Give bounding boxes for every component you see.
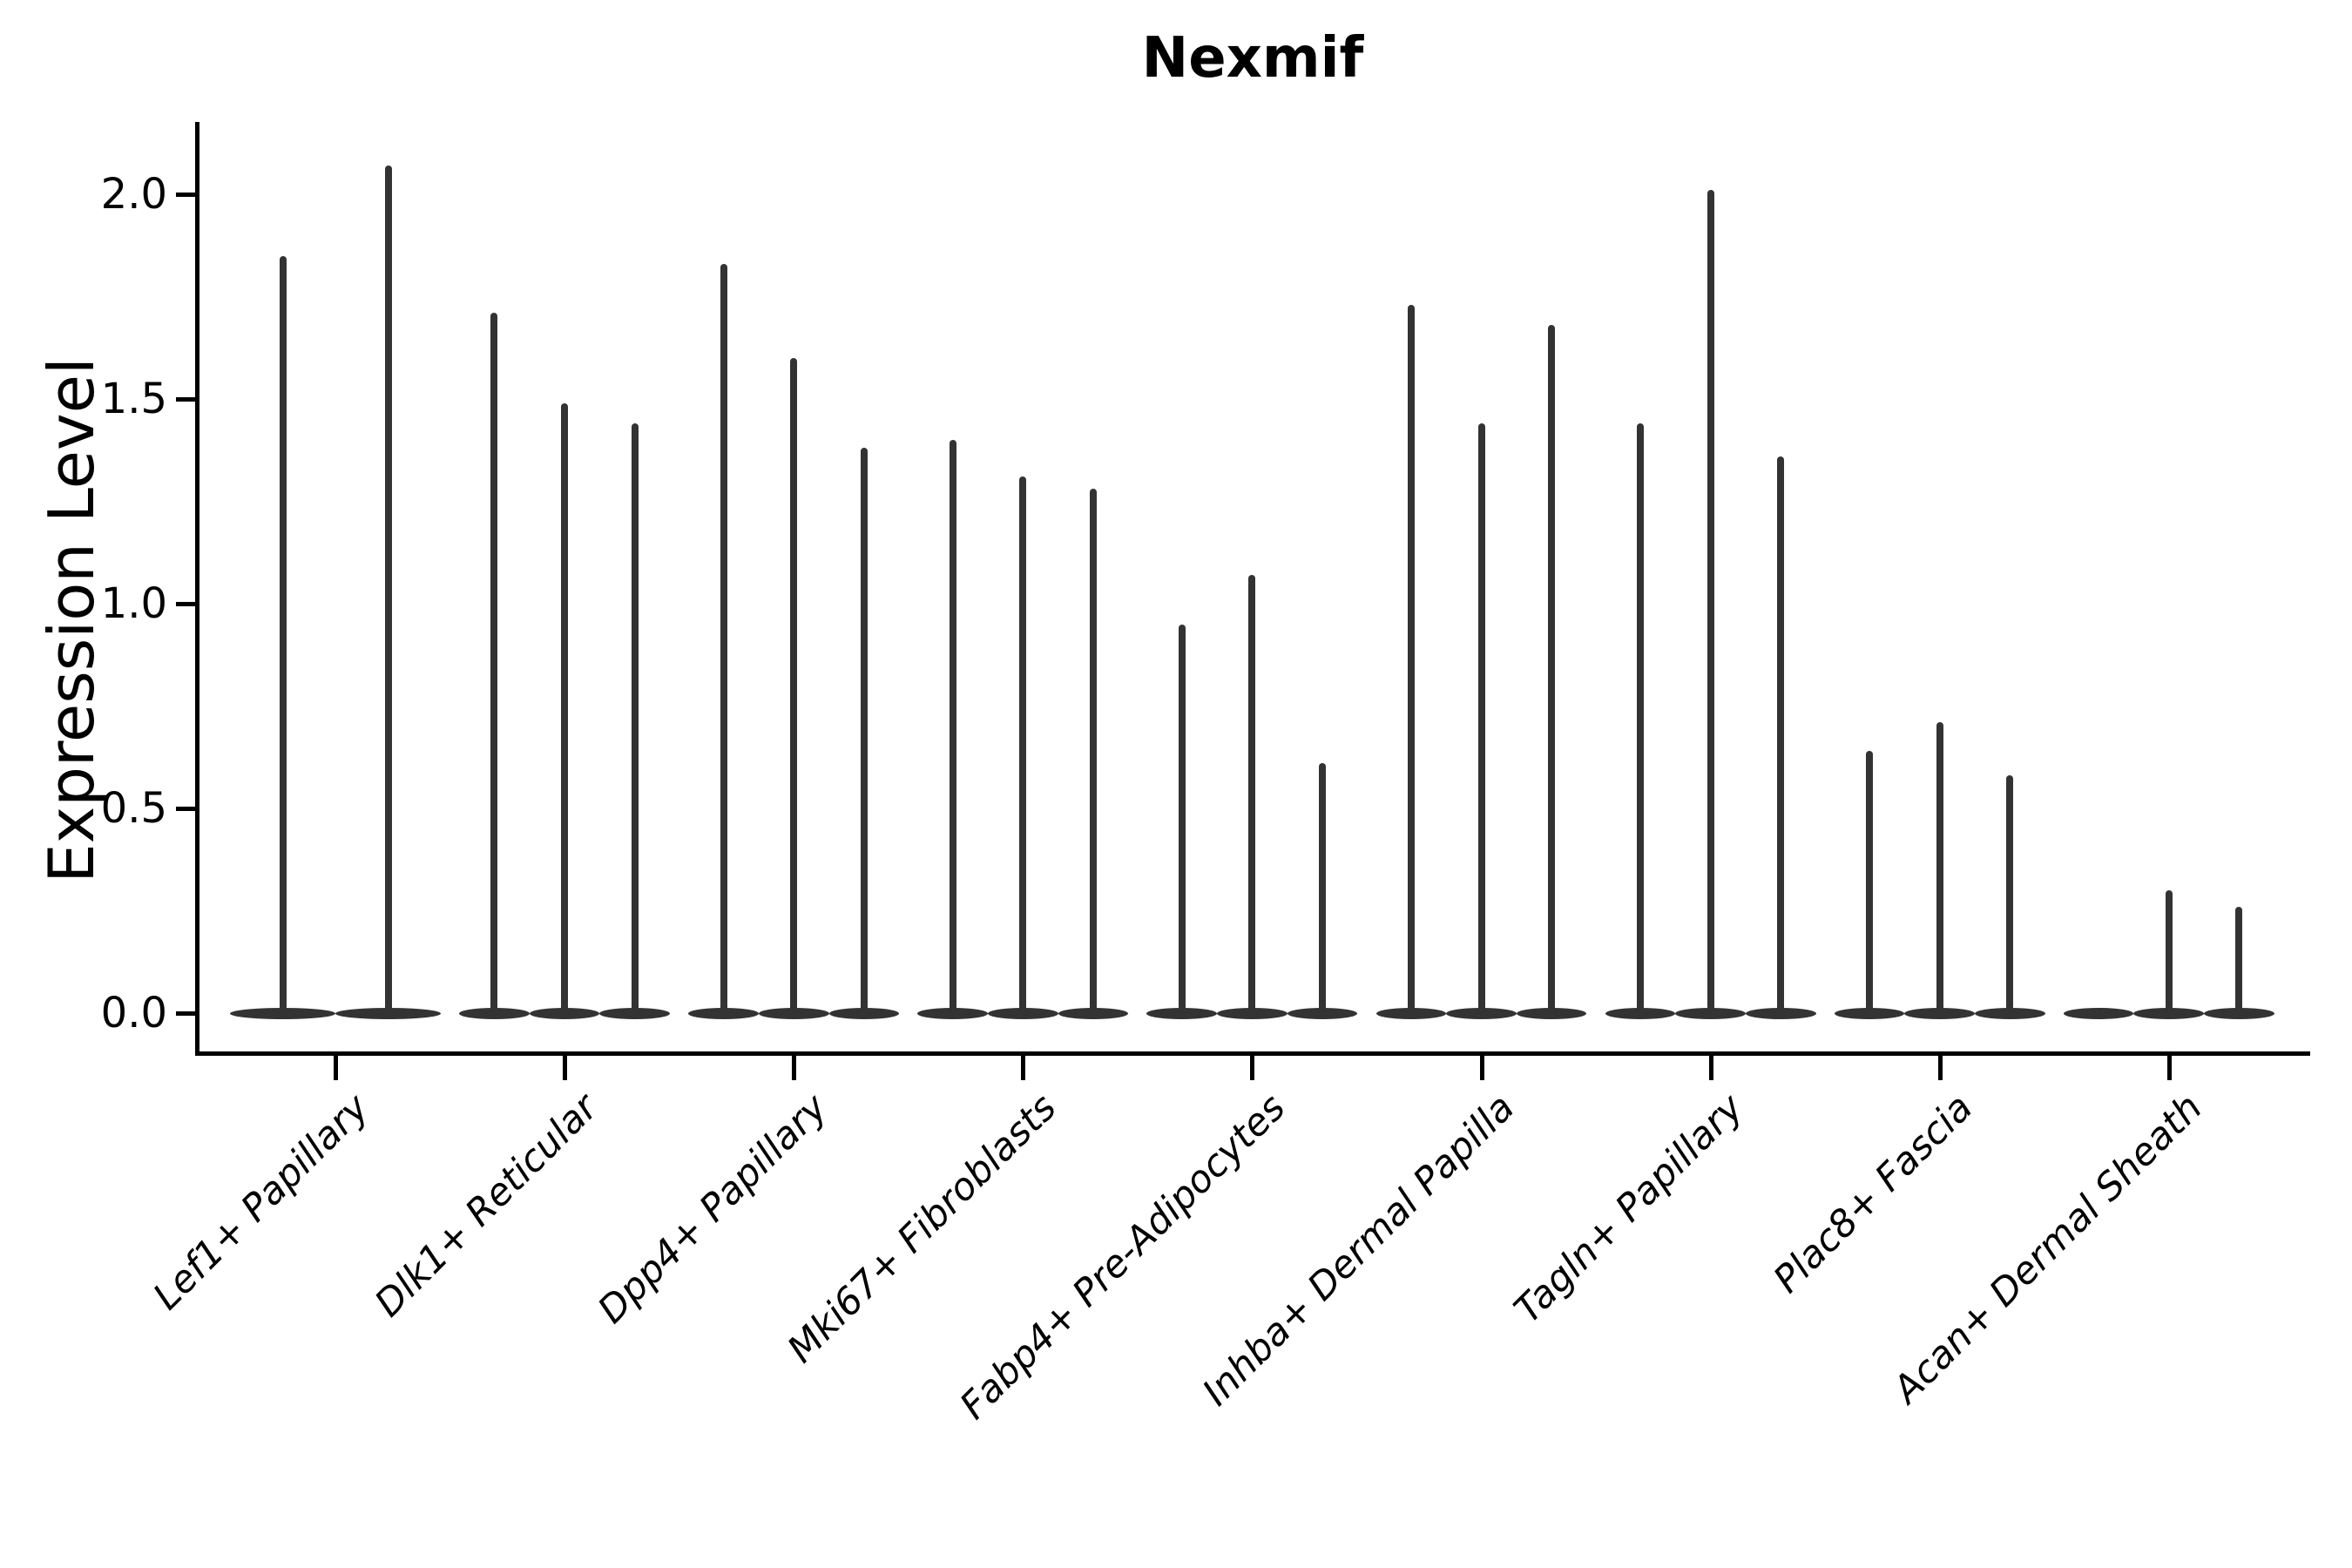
violin-spike: [2006, 775, 2014, 1013]
violin-spike: [1019, 476, 1027, 1013]
x-axis-tick: [1250, 1056, 1255, 1080]
x-axis-tick-label: Tagln+ Papillary: [1506, 1085, 1753, 1332]
violin-spike: [490, 313, 498, 1013]
x-axis-tick-label: Lef1+ Papillary: [145, 1085, 377, 1319]
violin-base: [459, 1007, 530, 1019]
x-axis-tick: [1708, 1056, 1713, 1080]
violin-base: [2204, 1007, 2274, 1019]
violin-spike: [2165, 890, 2173, 1013]
violin-base: [1975, 1007, 2045, 1019]
violin-base: [599, 1007, 671, 1019]
violin-base: [2063, 1007, 2134, 1019]
violin-spike: [1777, 456, 1785, 1013]
x-axis-tick-label: Dlk1+ Reticular: [366, 1085, 607, 1326]
x-axis-tick: [334, 1056, 338, 1080]
violin-base: [1287, 1007, 1358, 1019]
violin-spike: [561, 402, 569, 1013]
y-axis-tick: [176, 602, 195, 606]
violin-spike: [631, 423, 639, 1013]
violin-spike: [860, 448, 868, 1013]
violin-base: [688, 1007, 759, 1019]
y-axis-tick-label: 1.0: [100, 579, 167, 628]
violin-base: [1675, 1007, 1746, 1019]
x-axis-tick: [792, 1056, 797, 1080]
violin-base: [1146, 1007, 1218, 1019]
violin-base: [1446, 1007, 1517, 1019]
x-axis-tick: [1479, 1056, 1484, 1080]
violin-base: [1745, 1007, 1816, 1019]
violin-base: [1605, 1007, 1676, 1019]
violin-base: [1375, 1007, 1447, 1019]
violin-spike: [1248, 575, 1256, 1013]
violin-spike: [1089, 489, 1097, 1013]
violin-base: [1058, 1007, 1129, 1019]
x-axis-tick: [2166, 1056, 2172, 1080]
violin-base: [917, 1007, 988, 1019]
violin-spike: [1636, 423, 1644, 1013]
violin-spike: [790, 358, 798, 1013]
x-axis-tick-label: Dpp4+ Papillary: [589, 1085, 836, 1333]
x-axis-tick: [1021, 1056, 1026, 1080]
y-axis-tick-label: 1.5: [100, 375, 167, 423]
violin-spike: [279, 255, 287, 1013]
violin-spike: [1319, 763, 1327, 1013]
violin-spike: [1477, 423, 1485, 1013]
violin-base: [758, 1007, 829, 1019]
violin-spike: [1707, 190, 1714, 1013]
violin-base: [1217, 1007, 1288, 1019]
violin-base: [529, 1007, 600, 1019]
y-axis-tick: [176, 397, 195, 402]
violin-spike: [1178, 624, 1186, 1013]
violin-spike: [1407, 304, 1415, 1013]
violin-base: [230, 1007, 335, 1019]
violin-base: [828, 1007, 900, 1019]
y-axis-tick-label: 0.5: [100, 784, 167, 833]
violin-spike: [720, 263, 727, 1013]
violin-base: [1834, 1007, 1905, 1019]
x-axis-tick: [563, 1056, 568, 1080]
y-axis-spine: [195, 122, 199, 1056]
violin-base: [987, 1007, 1058, 1019]
violin-base: [1904, 1007, 1976, 1019]
y-axis-tick: [176, 193, 195, 197]
violin-spike: [1936, 722, 1943, 1013]
x-axis-tick-label: Plac8+ Fascia: [1765, 1085, 1982, 1302]
violin-spike: [384, 166, 392, 1013]
violin-base: [2133, 1007, 2205, 1019]
y-axis-tick-label: 2.0: [100, 170, 167, 219]
violin-spike: [949, 440, 956, 1013]
x-axis-tick: [1937, 1056, 1943, 1080]
y-axis-tick: [176, 1011, 195, 1016]
violin-base: [1516, 1007, 1587, 1019]
x-axis-spine: [195, 1051, 2310, 1056]
y-axis-tick-label: 0.0: [100, 989, 167, 1037]
plot-title: Nexmif: [1141, 26, 1364, 91]
y-axis-tick: [176, 807, 195, 811]
violin-spike: [1548, 325, 1556, 1013]
violin-spike: [2235, 906, 2243, 1013]
violin-base: [335, 1007, 441, 1019]
violin-spike: [1866, 751, 1874, 1013]
